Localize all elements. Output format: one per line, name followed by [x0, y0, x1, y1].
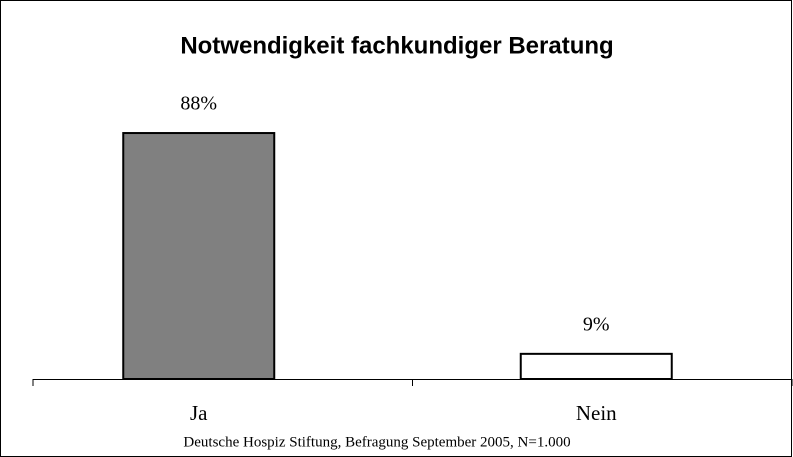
bar	[519, 352, 673, 381]
source-note: Deutsche Hospiz Stiftung, Befragung Sept…	[183, 434, 570, 450]
data-label: 9%	[583, 313, 610, 335]
x-tick-label: Nein	[576, 401, 617, 425]
bar	[122, 132, 276, 380]
data-label: 88%	[180, 93, 217, 115]
x-tick-label: Ja	[190, 401, 208, 425]
chart-title: Notwendigkeit fachkundiger Beratung	[180, 32, 613, 59]
